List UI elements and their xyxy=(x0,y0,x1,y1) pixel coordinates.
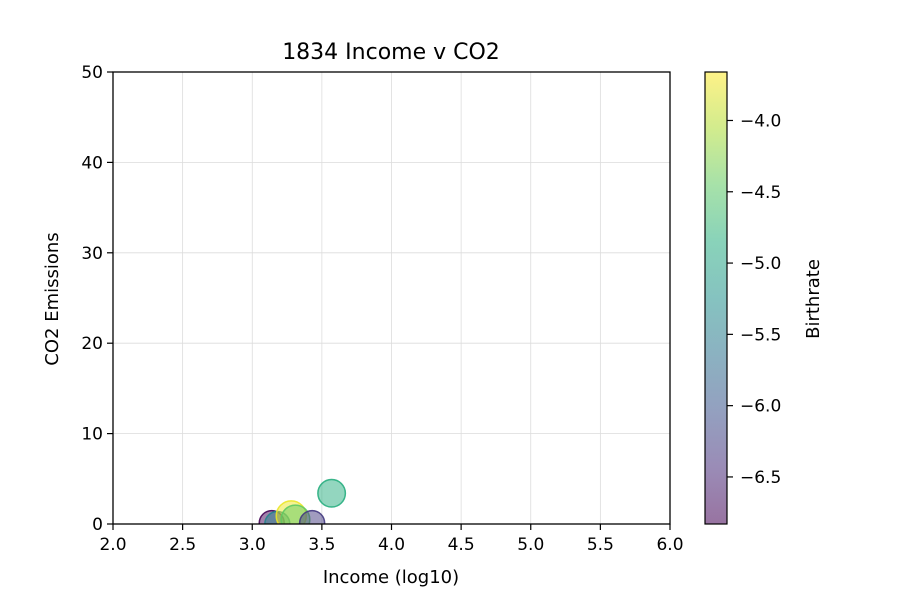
colorbar-tick-label: −5.0 xyxy=(740,254,781,274)
y-tick-label: 30 xyxy=(81,244,103,264)
colorbar-tick-label: −6.0 xyxy=(740,397,781,417)
x-axis-label: Income (log10) xyxy=(323,567,459,588)
y-tick-label: 10 xyxy=(81,425,103,445)
chart-title: 1834 Income v CO2 xyxy=(282,40,500,65)
scatter-point xyxy=(317,478,347,508)
y-tick-label: 40 xyxy=(81,153,103,173)
colorbar-label: Birthrate xyxy=(803,259,824,339)
x-axis-ticks: 2.0 2.5 3.0 3.5 4.0 4.5 5.0 5.5 6.0 xyxy=(99,524,684,555)
colorbar-tick-label: −5.5 xyxy=(740,325,781,345)
colorbar-tick-label: −4.5 xyxy=(740,183,781,203)
scatter-points xyxy=(258,478,347,524)
scatter-point xyxy=(298,509,326,524)
y-axis-ticks: 0 10 20 30 40 50 xyxy=(81,63,113,535)
x-tick-label: 3.5 xyxy=(308,535,335,555)
y-tick-label: 0 xyxy=(92,515,103,535)
colorbar xyxy=(704,71,728,525)
x-tick-label: 5.5 xyxy=(587,535,614,555)
x-tick-label: 5.0 xyxy=(517,535,544,555)
x-tick-label: 6.0 xyxy=(656,535,683,555)
x-tick-label: 2.0 xyxy=(99,535,126,555)
x-tick-label: 4.5 xyxy=(448,535,475,555)
y-tick-label: 50 xyxy=(81,63,103,83)
x-tick-label: 4.0 xyxy=(378,535,405,555)
x-tick-label: 3.0 xyxy=(239,535,266,555)
colorbar-tick-label: −6.5 xyxy=(740,468,781,488)
colorbar-ticks: −4.0 −4.5 −5.0 −5.5 −6.0 −6.5 xyxy=(727,111,781,488)
y-axis-label: CO2 Emissions xyxy=(42,232,63,365)
y-tick-label: 20 xyxy=(81,334,103,354)
x-tick-label: 2.5 xyxy=(169,535,196,555)
colorbar-tick-label: −4.0 xyxy=(740,111,781,131)
